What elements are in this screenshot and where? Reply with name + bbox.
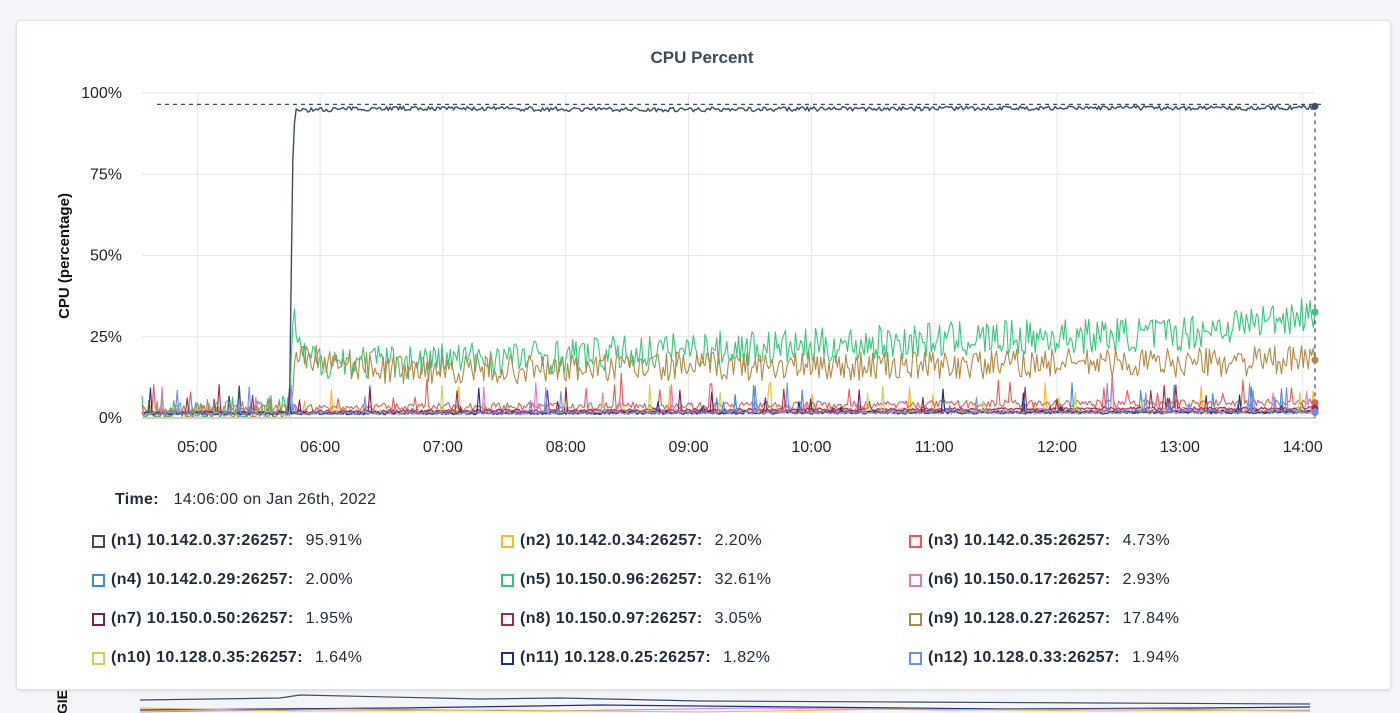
legend-series-value: 4.73% [1122,532,1171,549]
x-tick-label: 07:00 [423,439,463,456]
x-axis-ticks: 05:00 06:00 07:00 08:00 09:00 10:00 11:00 12:00… [177,439,1323,456]
legend-series-value: 2.93% [1122,571,1171,588]
next-chart-ylabel: GIE [54,690,70,713]
x-tick-label: 05:00 [177,439,217,456]
legend-swatch [501,534,514,548]
legend-swatch [909,573,922,587]
legend-item-n1[interactable]: (n1) 10.142.0.37:26257: 95.91% [92,531,362,551]
legend-swatch [92,534,105,548]
legend-series-name: (n8) 10.150.0.97:26257: [520,610,703,627]
legend-series-value: 17.84% [1122,610,1180,627]
x-tick-label: 10:00 [791,439,831,456]
legend-item-n5[interactable]: (n5) 10.150.0.96:26257: 32.61% [501,570,771,590]
cursor-dot-n5 [1311,308,1319,316]
legend-item-n4[interactable]: (n4) 10.142.0.29:26257: 2.00% [92,570,353,590]
legend-series-name: (n1) 10.142.0.37:26257: [111,532,294,549]
series-line-n1 [141,104,1316,416]
legend-time: Time: 14:06:00 on Jan 26th, 2022 [115,491,376,509]
legend-swatch [909,651,922,665]
series-line-n8 [141,383,1316,415]
series-line-n10 [141,383,1316,416]
y-axis-label: CPU (percentage) [56,193,73,319]
legend-item-n6[interactable]: (n6) 10.150.0.17:26257: 2.93% [909,570,1170,590]
legend-swatch [501,651,514,665]
legend-series-name: (n5) 10.150.0.96:26257: [520,571,703,588]
x-tick-label: 06:00 [300,439,340,456]
y-tick-label: 100% [81,85,122,102]
y-axis-ticks: 0% 25% 50% 75% 100% [81,85,122,427]
legend-series-value: 1.94% [1131,649,1180,666]
legend-series-name: (n11) 10.128.0.25:26257: [520,649,712,666]
chart-legend: Time: 14:06:00 on Jan 26th, 2022 (n1) 10… [17,479,1390,689]
legend-series-value: 1.95% [305,610,354,627]
legend-swatch [909,534,922,548]
legend-series-value: 2.20% [714,532,763,549]
y-tick-label: 25% [90,329,122,346]
legend-series-name: (n6) 10.150.0.17:26257: [928,571,1111,588]
legend-series-value: 1.64% [314,649,363,666]
legend-swatch [501,612,514,626]
legend-item-n12[interactable]: (n12) 10.128.0.33:26257: 1.94% [909,648,1179,668]
legend-series-name: (n7) 10.150.0.50:26257: [111,610,294,627]
legend-swatch [92,573,105,587]
legend-swatch [92,612,105,626]
x-tick-label: 08:00 [546,439,586,456]
legend-series-name: (n9) 10.128.0.27:26257: [928,610,1111,627]
legend-item-n2[interactable]: (n2) 10.142.0.34:26257: 2.20% [501,531,762,551]
legend-series-value: 1.82% [723,649,771,666]
series-line-n5 [141,298,1316,417]
cpu-percent-card: CPU Percent 0% 25% 50% 75% 100% 05:00 06:00 07… [16,20,1391,690]
legend-series-name: (n10) 10.128.0.35:26257: [111,649,303,666]
hover-overlay [157,102,1325,418]
x-tick-label: 11:00 [915,439,954,456]
cursor-dot-n3 [1311,399,1319,407]
legend-series-value: 95.91% [305,532,363,549]
legend-time-label: Time: [115,491,159,508]
legend-time-value: 14:06:00 on Jan 26th, 2022 [173,491,377,508]
next-chart-lines [139,694,1311,713]
x-tick-label: 09:00 [669,439,709,456]
x-tick-label: 13:00 [1160,439,1200,456]
next-chart-peek: GIE [0,690,1400,713]
legend-series-value: 32.61% [714,571,772,588]
x-tick-label: 12:00 [1037,439,1077,456]
legend-swatch [909,612,922,626]
legend-item-n10[interactable]: (n10) 10.128.0.35:26257: 1.64% [92,648,362,668]
legend-series-value: 2.00% [305,571,354,588]
legend-item-n8[interactable]: (n8) 10.150.0.97:26257: 3.05% [501,609,762,629]
y-tick-label: 0% [99,410,122,427]
chart-title: CPU Percent [651,48,754,67]
legend-swatch [501,573,514,587]
cursor-dot-n1 [1311,102,1319,110]
legend-series-name: (n4) 10.142.0.29:26257: [111,571,294,588]
series-lines [141,104,1316,417]
series-line-n9 [141,344,1316,417]
legend-series-name: (n2) 10.142.0.34:26257: [520,532,703,549]
y-tick-label: 75% [90,166,122,183]
y-tick-label: 50% [90,248,122,265]
cpu-percent-chart[interactable]: CPU Percent 0% 25% 50% 75% 100% 05:00 06:00 07… [17,21,1390,481]
x-tick-label: 14:00 [1283,439,1323,456]
legend-series-name: (n12) 10.128.0.33:26257: [928,649,1120,666]
legend-item-n3[interactable]: (n3) 10.142.0.35:26257: 4.73% [909,531,1170,551]
series-line-n12 [141,382,1316,416]
legend-swatch [92,651,105,665]
legend-series-value: 3.05% [714,610,763,627]
legend-item-n7[interactable]: (n7) 10.150.0.50:26257: 1.95% [92,609,353,629]
cursor-dot-n12 [1311,408,1319,416]
legend-item-n11[interactable]: (n11) 10.128.0.25:26257: 1.82% [501,648,770,668]
legend-item-n9[interactable]: (n9) 10.128.0.27:26257: 17.84% [909,609,1179,629]
series-line-n3 [141,372,1316,414]
legend-series-name: (n3) 10.142.0.35:26257: [928,532,1111,549]
cursor-dot-n9 [1311,356,1319,364]
